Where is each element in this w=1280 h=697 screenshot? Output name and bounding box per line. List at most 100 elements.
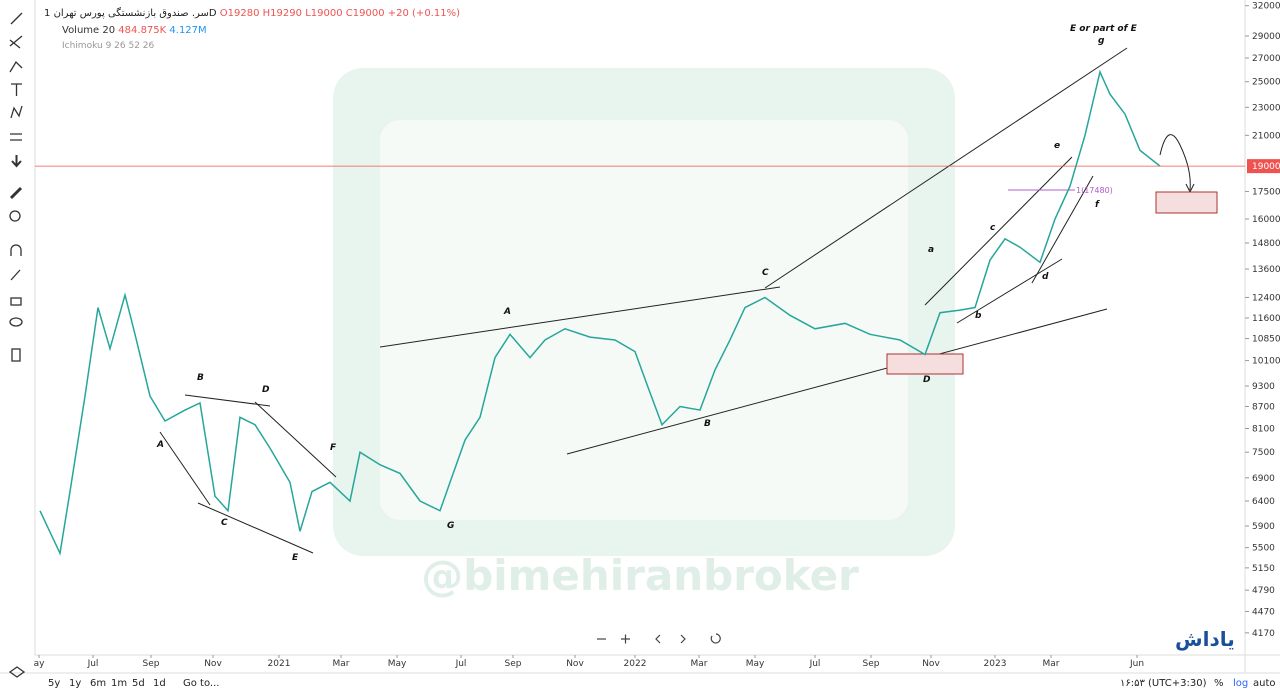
wave-label: d <box>1042 272 1049 282</box>
x-tick-label: May <box>746 659 765 669</box>
auto-toggle[interactable]: auto <box>1253 678 1276 689</box>
y-tick-label: 21000 <box>1252 131 1280 141</box>
zoom-in[interactable] <box>621 634 630 644</box>
tool-trend[interactable] <box>10 12 23 25</box>
y-tick-label: 11600 <box>1252 314 1280 324</box>
tool-prediction[interactable] <box>10 133 22 141</box>
goto[interactable]: Go to... <box>183 678 220 689</box>
range-button[interactable]: 1m <box>111 678 128 689</box>
target-zone <box>1155 191 1218 214</box>
exchange: پورس تهران <box>53 8 105 19</box>
y-tick-label: 8100 <box>1252 425 1275 435</box>
x-tick-label: 2023 <box>984 659 1007 669</box>
wave-label: c <box>990 223 996 233</box>
volume-ma: 4.127M <box>169 25 207 36</box>
y-tick-label: 7500 <box>1252 448 1275 458</box>
y-tick-label: 5500 <box>1252 544 1275 554</box>
tool-measure[interactable] <box>9 186 23 200</box>
drawings <box>159 47 1195 554</box>
wave-label: G <box>447 521 454 531</box>
tool-magnet[interactable] <box>10 244 22 256</box>
change: +20 (+0.11%) <box>387 8 460 19</box>
wave-label: b <box>975 311 982 321</box>
x-tick-label: Nov <box>922 659 940 669</box>
wave-label: D <box>262 385 270 395</box>
wave-label: B <box>704 419 711 429</box>
x-tick-label: Sep <box>505 659 522 669</box>
clock: ۱۶:۵۳ (UTC+3:30) <box>1120 678 1207 689</box>
ichimoku: Ichimoku 9 26 52 26 <box>62 41 155 51</box>
percent[interactable]: % <box>1214 678 1224 689</box>
x-tick-label: Nov <box>204 659 222 669</box>
low: L19000 <box>305 8 343 19</box>
x-tick-label: Mar <box>1043 659 1060 669</box>
y-tick-label: 29000 <box>1252 32 1280 42</box>
last-price-badge <box>1247 159 1280 174</box>
zone <box>886 353 964 375</box>
volume-row: Volume 20 484.875K 4.127M <box>62 25 207 36</box>
x-tick-label: Mar <box>333 659 350 669</box>
y-tick-label: 32000 <box>1252 2 1280 12</box>
high: H19290 <box>262 8 302 19</box>
log-toggle[interactable]: log <box>1233 678 1249 689</box>
y-tick-label: 10850 <box>1252 335 1280 345</box>
tool-fib[interactable] <box>9 35 23 49</box>
wave-label: E or part of E <box>1070 24 1138 34</box>
y-tick-label: 6900 <box>1252 474 1275 484</box>
tool-pattern[interactable] <box>10 105 23 119</box>
y-tick-label: 5900 <box>1252 522 1275 532</box>
interval: 1D <box>44 8 217 19</box>
legend-row: سر. صندوق بازنشستگی پورس تهران 1D O19280… <box>44 8 460 19</box>
tool-trash[interactable] <box>11 348 21 362</box>
scroll-right[interactable] <box>680 634 686 644</box>
tool-zoom[interactable] <box>9 210 21 222</box>
wave-label: A <box>156 440 164 450</box>
tool-lock-draw[interactable] <box>10 269 21 281</box>
x-tick-label: Jul <box>87 659 99 669</box>
x-tick-label: Jul <box>809 659 821 669</box>
wave-labels: A B C D E F G A B C D a b c d e f g E or… <box>156 24 1138 563</box>
x-tick-label: ay <box>34 659 46 669</box>
range-button[interactable]: 1y <box>69 678 82 689</box>
wave-label: C <box>221 518 228 528</box>
y-tick-label: 14800 <box>1252 239 1280 249</box>
y-tick-label: 16000 <box>1252 215 1280 225</box>
tool-eye[interactable] <box>9 317 23 327</box>
y-tick-label: 6400 <box>1252 497 1275 507</box>
last-price-label: 19000 <box>1252 162 1280 172</box>
wave-label: g <box>1098 36 1105 46</box>
open: O19280 <box>219 8 260 19</box>
y-tick-label: 8700 <box>1252 403 1275 413</box>
y-tick-label: 12400 <box>1252 293 1280 303</box>
x-tick-label: Sep <box>143 659 160 669</box>
ohlc: O19280 H19290 L19000 C19000 +20 (+0.11%) <box>220 8 460 19</box>
wave-label: C <box>762 268 769 278</box>
tool-layers[interactable] <box>8 666 26 678</box>
tool-brush[interactable] <box>9 60 23 73</box>
close: C19000 <box>345 8 385 19</box>
wave-label: A <box>503 307 511 317</box>
x-tick-label: Mar <box>691 659 708 669</box>
watermark-logo <box>380 120 908 520</box>
fib-label: 1(17480) <box>1076 186 1113 195</box>
y-tick-label: 27000 <box>1252 54 1280 64</box>
tool-lock[interactable] <box>10 297 22 306</box>
y-tick-label: 25000 <box>1252 78 1280 88</box>
y-tick-label: 4170 <box>1252 629 1275 639</box>
wave-label: E <box>292 553 299 563</box>
y-tick-label: 4790 <box>1252 586 1275 596</box>
tool-text[interactable] <box>11 83 22 96</box>
range-button[interactable]: 5d <box>132 678 145 689</box>
x-tick-label: May <box>388 659 407 669</box>
wave-label: e <box>1054 141 1060 151</box>
range-button[interactable]: 6m <box>90 678 107 689</box>
tool-arrow[interactable] <box>11 155 22 168</box>
scroll-left[interactable] <box>655 634 661 644</box>
range-button[interactable]: 5y <box>48 678 61 689</box>
wave-label: F <box>330 443 337 453</box>
reset[interactable] <box>710 633 721 644</box>
range-button[interactable]: 1d <box>153 678 166 689</box>
y-tick-label: 5150 <box>1252 564 1275 574</box>
